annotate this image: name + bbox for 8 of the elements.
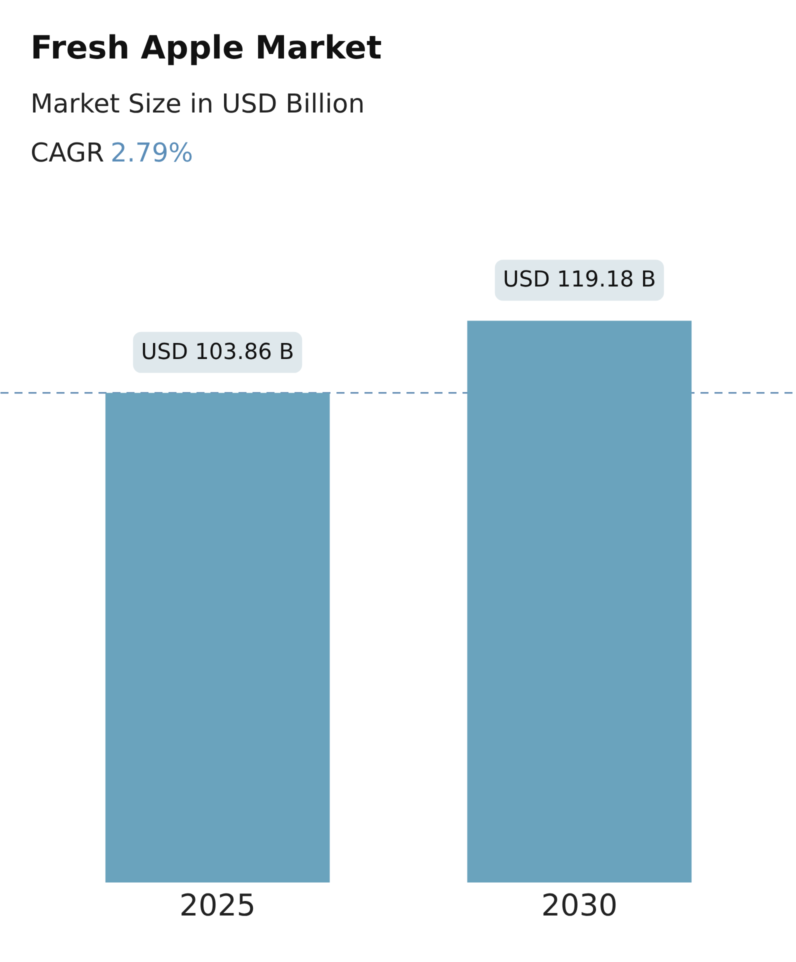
chart-subtitle: Market Size in USD Billion (30, 90, 365, 120)
data-label: USD 103.86 B (141, 340, 294, 365)
chart-title: Fresh Apple Market (30, 28, 382, 66)
x-tick-label: 2030 (541, 888, 618, 924)
text: 2.79% (110, 138, 194, 168)
x-tick-label: 2025 (179, 888, 256, 924)
text: CAGR (30, 138, 104, 168)
data-label: USD 119.18 B (502, 268, 656, 293)
